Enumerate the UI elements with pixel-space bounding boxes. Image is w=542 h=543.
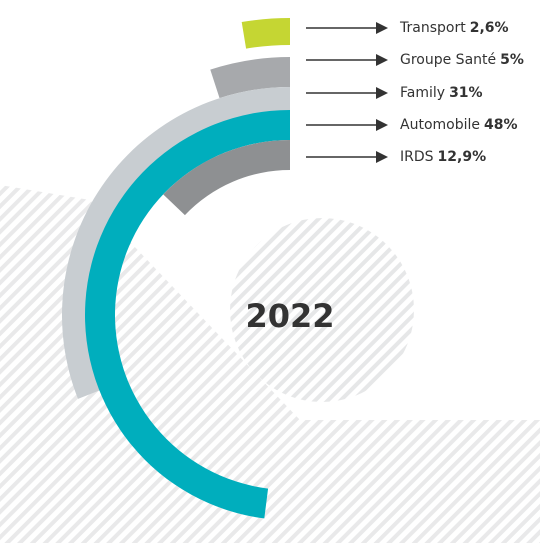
hatch-circle: [230, 218, 414, 402]
legend-label: Family 31%: [400, 85, 483, 101]
legend-name: Groupe Santé: [400, 52, 496, 68]
legend-label: Groupe Santé 5%: [400, 52, 524, 68]
legend-value: 31%: [449, 85, 483, 101]
legend-label: Automobile 48%: [400, 117, 518, 133]
legend-value: 5%: [500, 52, 524, 68]
ring-bar: [163, 140, 290, 216]
leader-arrow: [376, 151, 388, 163]
leader-arrow: [376, 119, 388, 131]
legend-label: IRDS 12,9%: [400, 149, 486, 165]
legend-name: Family: [400, 85, 445, 101]
ring-bar: [210, 57, 290, 99]
legend-name: IRDS: [400, 149, 434, 165]
legend-value: 48%: [484, 117, 518, 133]
center-label: 2022: [245, 297, 334, 335]
legend-value: 12,9%: [438, 149, 487, 165]
legend-value: 2,6%: [470, 20, 509, 36]
ring-bar: [85, 110, 290, 519]
leader-arrow: [376, 87, 388, 99]
leader-arrow: [376, 22, 388, 34]
ring-bar: [241, 18, 290, 49]
legend-name: Automobile: [400, 117, 480, 133]
legend-name: Transport: [399, 20, 466, 36]
leader-arrow: [376, 54, 388, 66]
hatch-background: [0, 185, 540, 543]
legend-label: Transport 2,6%: [399, 20, 509, 36]
ring-bar: [61, 87, 290, 399]
